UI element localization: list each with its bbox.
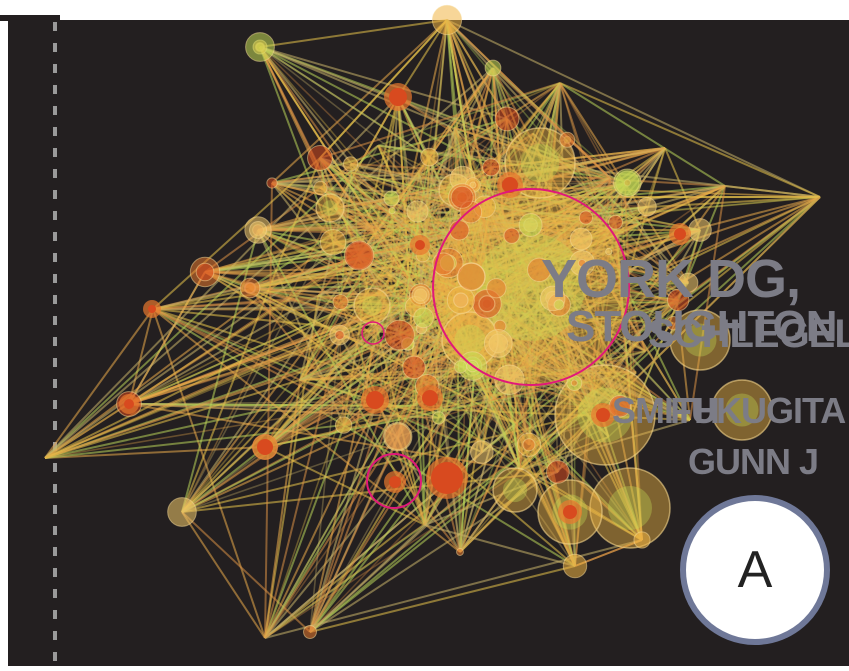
network-node (504, 228, 519, 243)
cluster-node-core (362, 296, 382, 316)
network-node (454, 293, 468, 307)
network-node (471, 441, 494, 464)
hot-node (415, 240, 425, 250)
network-node (308, 146, 333, 171)
network-node (320, 229, 345, 254)
network-node (314, 181, 327, 194)
network-node (634, 532, 650, 548)
hot-node (389, 88, 407, 106)
network-node (485, 60, 501, 76)
network-node (614, 169, 642, 197)
hot-node (389, 476, 401, 488)
hot-node (148, 305, 156, 313)
cluster-node-core (503, 478, 527, 502)
network-node (519, 214, 542, 237)
network-node (451, 186, 473, 208)
hot-node (563, 505, 577, 519)
network-node (479, 296, 495, 312)
cluster-node-core (521, 144, 560, 183)
network-node (609, 215, 623, 229)
author-label-smith: SMITH (612, 393, 719, 429)
network-node (483, 159, 500, 176)
network-node (343, 157, 357, 171)
hot-node (124, 399, 134, 409)
network-node (450, 221, 469, 240)
author-label-gunn: GUNN J (688, 444, 818, 480)
network-node (457, 549, 464, 556)
network-node (432, 5, 461, 34)
author-label-york: YORK DG, (541, 252, 800, 306)
cluster-node-core (608, 486, 652, 530)
network-node (571, 380, 577, 386)
network-node (547, 461, 570, 484)
network-node (246, 33, 275, 62)
network-node (384, 423, 412, 451)
panel-letter: A (738, 540, 773, 600)
hot-node (596, 408, 610, 422)
network-node (563, 554, 586, 577)
network-node (345, 241, 374, 270)
author-label-stoughton: STOUGHTON (566, 305, 837, 349)
hot-node (422, 390, 438, 406)
network-node (335, 417, 351, 433)
network-node (579, 211, 592, 224)
network-node (196, 263, 214, 281)
top-tab-marks (0, 15, 60, 21)
network-node (267, 178, 277, 188)
network-node (433, 412, 445, 424)
hot-node (366, 391, 384, 409)
network-node (407, 201, 428, 222)
network-node (484, 330, 512, 358)
network-node (333, 295, 348, 310)
top-margin (0, 0, 849, 9)
network-node (570, 228, 592, 250)
panel-letter-badge: A (680, 495, 830, 645)
cluster-node-core (455, 325, 486, 356)
network-node (168, 498, 197, 527)
network-node (455, 361, 467, 373)
network-node (385, 320, 415, 350)
network-node (523, 439, 535, 451)
network-node (303, 625, 316, 638)
network-node (458, 263, 485, 290)
network-node (487, 279, 506, 298)
network-node (414, 308, 434, 328)
network-node (495, 107, 519, 131)
hot-node (674, 228, 686, 240)
network-node (240, 278, 260, 298)
network-node (249, 221, 266, 238)
network-node (638, 198, 656, 216)
network-node (335, 331, 344, 340)
network-node (560, 132, 575, 147)
hot-node (257, 439, 273, 455)
network-node (689, 219, 712, 242)
network-node (421, 148, 439, 166)
network-node (384, 191, 399, 206)
network-node (412, 286, 429, 303)
network-node (389, 207, 395, 213)
hot-node (431, 462, 463, 494)
cluster-node-core (322, 200, 337, 215)
